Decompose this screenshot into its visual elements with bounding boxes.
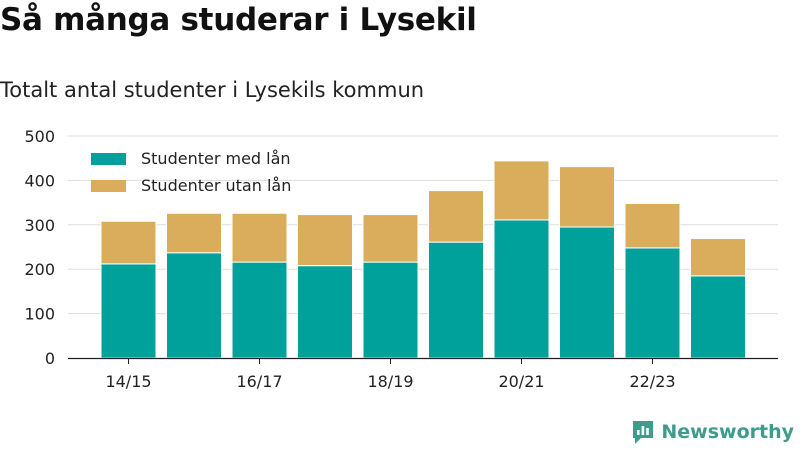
bar-segment [624, 202, 681, 249]
brand-name: Newsworthy [661, 421, 794, 443]
bar-segment [624, 247, 681, 359]
legend-label: Studenter utan lån [141, 176, 291, 195]
bar-segment [100, 263, 157, 359]
bar-segment [690, 275, 746, 359]
x-tick-label: 14/15 [105, 372, 151, 391]
chart-subtitle: Totalt antal studenter i Lysekils kommun [0, 78, 425, 102]
x-tick-label: 22/23 [629, 372, 675, 391]
bar-segment [493, 219, 550, 359]
bar-segment [166, 212, 222, 254]
bar-segment [297, 214, 353, 267]
y-tick-label: 400 [24, 171, 55, 190]
newsworthy-logo: Newsworthy [631, 419, 794, 445]
x-tick-label: 16/17 [236, 372, 282, 391]
bar-segment [166, 252, 222, 359]
bar-segment [493, 160, 550, 221]
legend-swatch [91, 153, 126, 165]
newsworthy-icon [633, 421, 654, 444]
bar-segment [428, 190, 484, 243]
bar-segment [362, 214, 419, 263]
bar-segment [231, 261, 288, 359]
legend-label: Studenter med lån [141, 149, 291, 168]
bar-segment [297, 265, 353, 359]
bar-segment [362, 261, 419, 359]
bar-segment [559, 226, 615, 359]
bar-segment [100, 220, 157, 265]
bar-segment [690, 238, 746, 277]
y-tick-label: 0 [45, 349, 55, 368]
x-tick-label: 18/19 [367, 372, 413, 391]
y-tick-label: 200 [24, 260, 55, 279]
legend-swatch [91, 180, 126, 192]
bar-segment [428, 241, 484, 359]
bar-segment [231, 212, 288, 263]
y-tick-label: 300 [24, 216, 55, 235]
bar-segment [559, 166, 615, 228]
y-tick-label: 100 [24, 305, 55, 324]
chart-title: Så många studerar i Lysekil [0, 2, 477, 38]
y-tick-label: 500 [24, 127, 55, 146]
x-tick-label: 20/21 [498, 372, 544, 391]
